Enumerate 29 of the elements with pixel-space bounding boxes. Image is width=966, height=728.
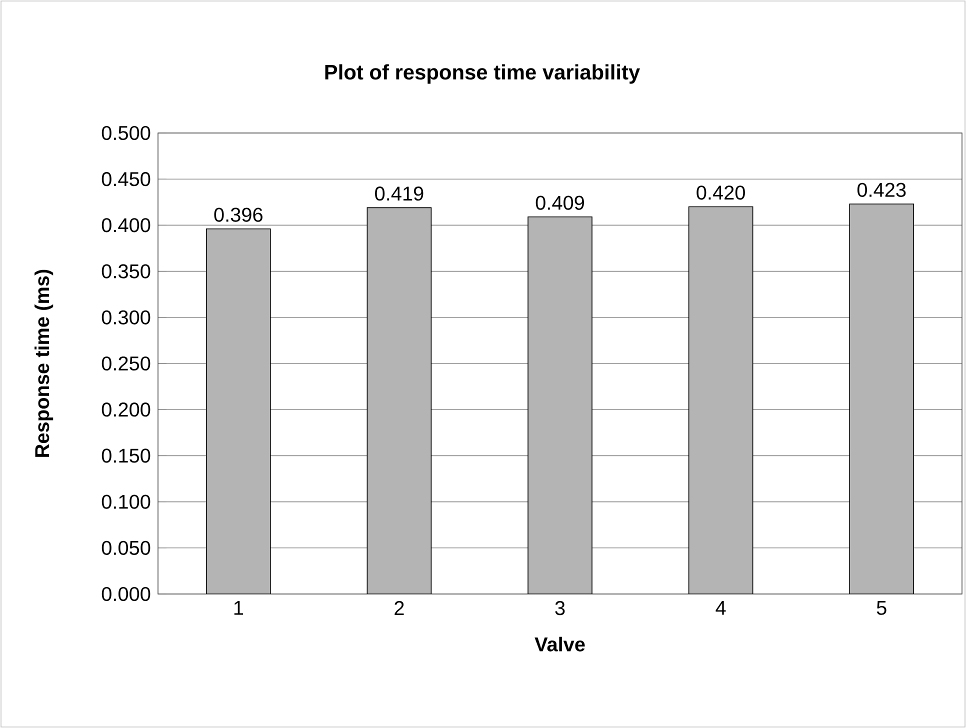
y-tick-label: 0.050: [102, 540, 150, 555]
x-tick-label: 1: [234, 601, 243, 615]
y-tick-label: 0.150: [102, 448, 150, 463]
data-label: 0.420: [696, 186, 745, 200]
y-tick-label: 0.200: [102, 402, 150, 417]
y-tick-label: 0.450: [102, 172, 150, 186]
data-label: 0.419: [375, 186, 424, 201]
data-label: 0.423: [857, 182, 906, 197]
x-tick-label: 5: [876, 601, 886, 615]
y-tick-label: 0.400: [102, 218, 150, 232]
y-tick-label: 0.350: [102, 264, 150, 278]
y-axis-title: Response time (ms): [34, 270, 54, 457]
bar: [206, 228, 271, 594]
y-tick-label: 0.300: [102, 310, 150, 324]
data-label: 0.409: [536, 196, 584, 210]
data-label: 0.396: [214, 208, 262, 222]
y-tick-label: 0.500: [102, 126, 150, 140]
chart-title: Plot of response time variability: [325, 64, 640, 84]
bar: [688, 206, 754, 594]
x-tick-label: 3: [555, 601, 565, 616]
bar: [528, 216, 592, 594]
bar: [366, 207, 432, 594]
x-axis-title: Valve: [534, 636, 585, 652]
bar: [849, 204, 914, 594]
x-tick-label: 2: [394, 601, 404, 615]
y-tick-label: 0.100: [102, 494, 150, 509]
y-tick-label: 0.250: [102, 356, 150, 371]
x-tick-label: 4: [716, 601, 726, 615]
y-tick-label: 0.000: [102, 586, 150, 602]
